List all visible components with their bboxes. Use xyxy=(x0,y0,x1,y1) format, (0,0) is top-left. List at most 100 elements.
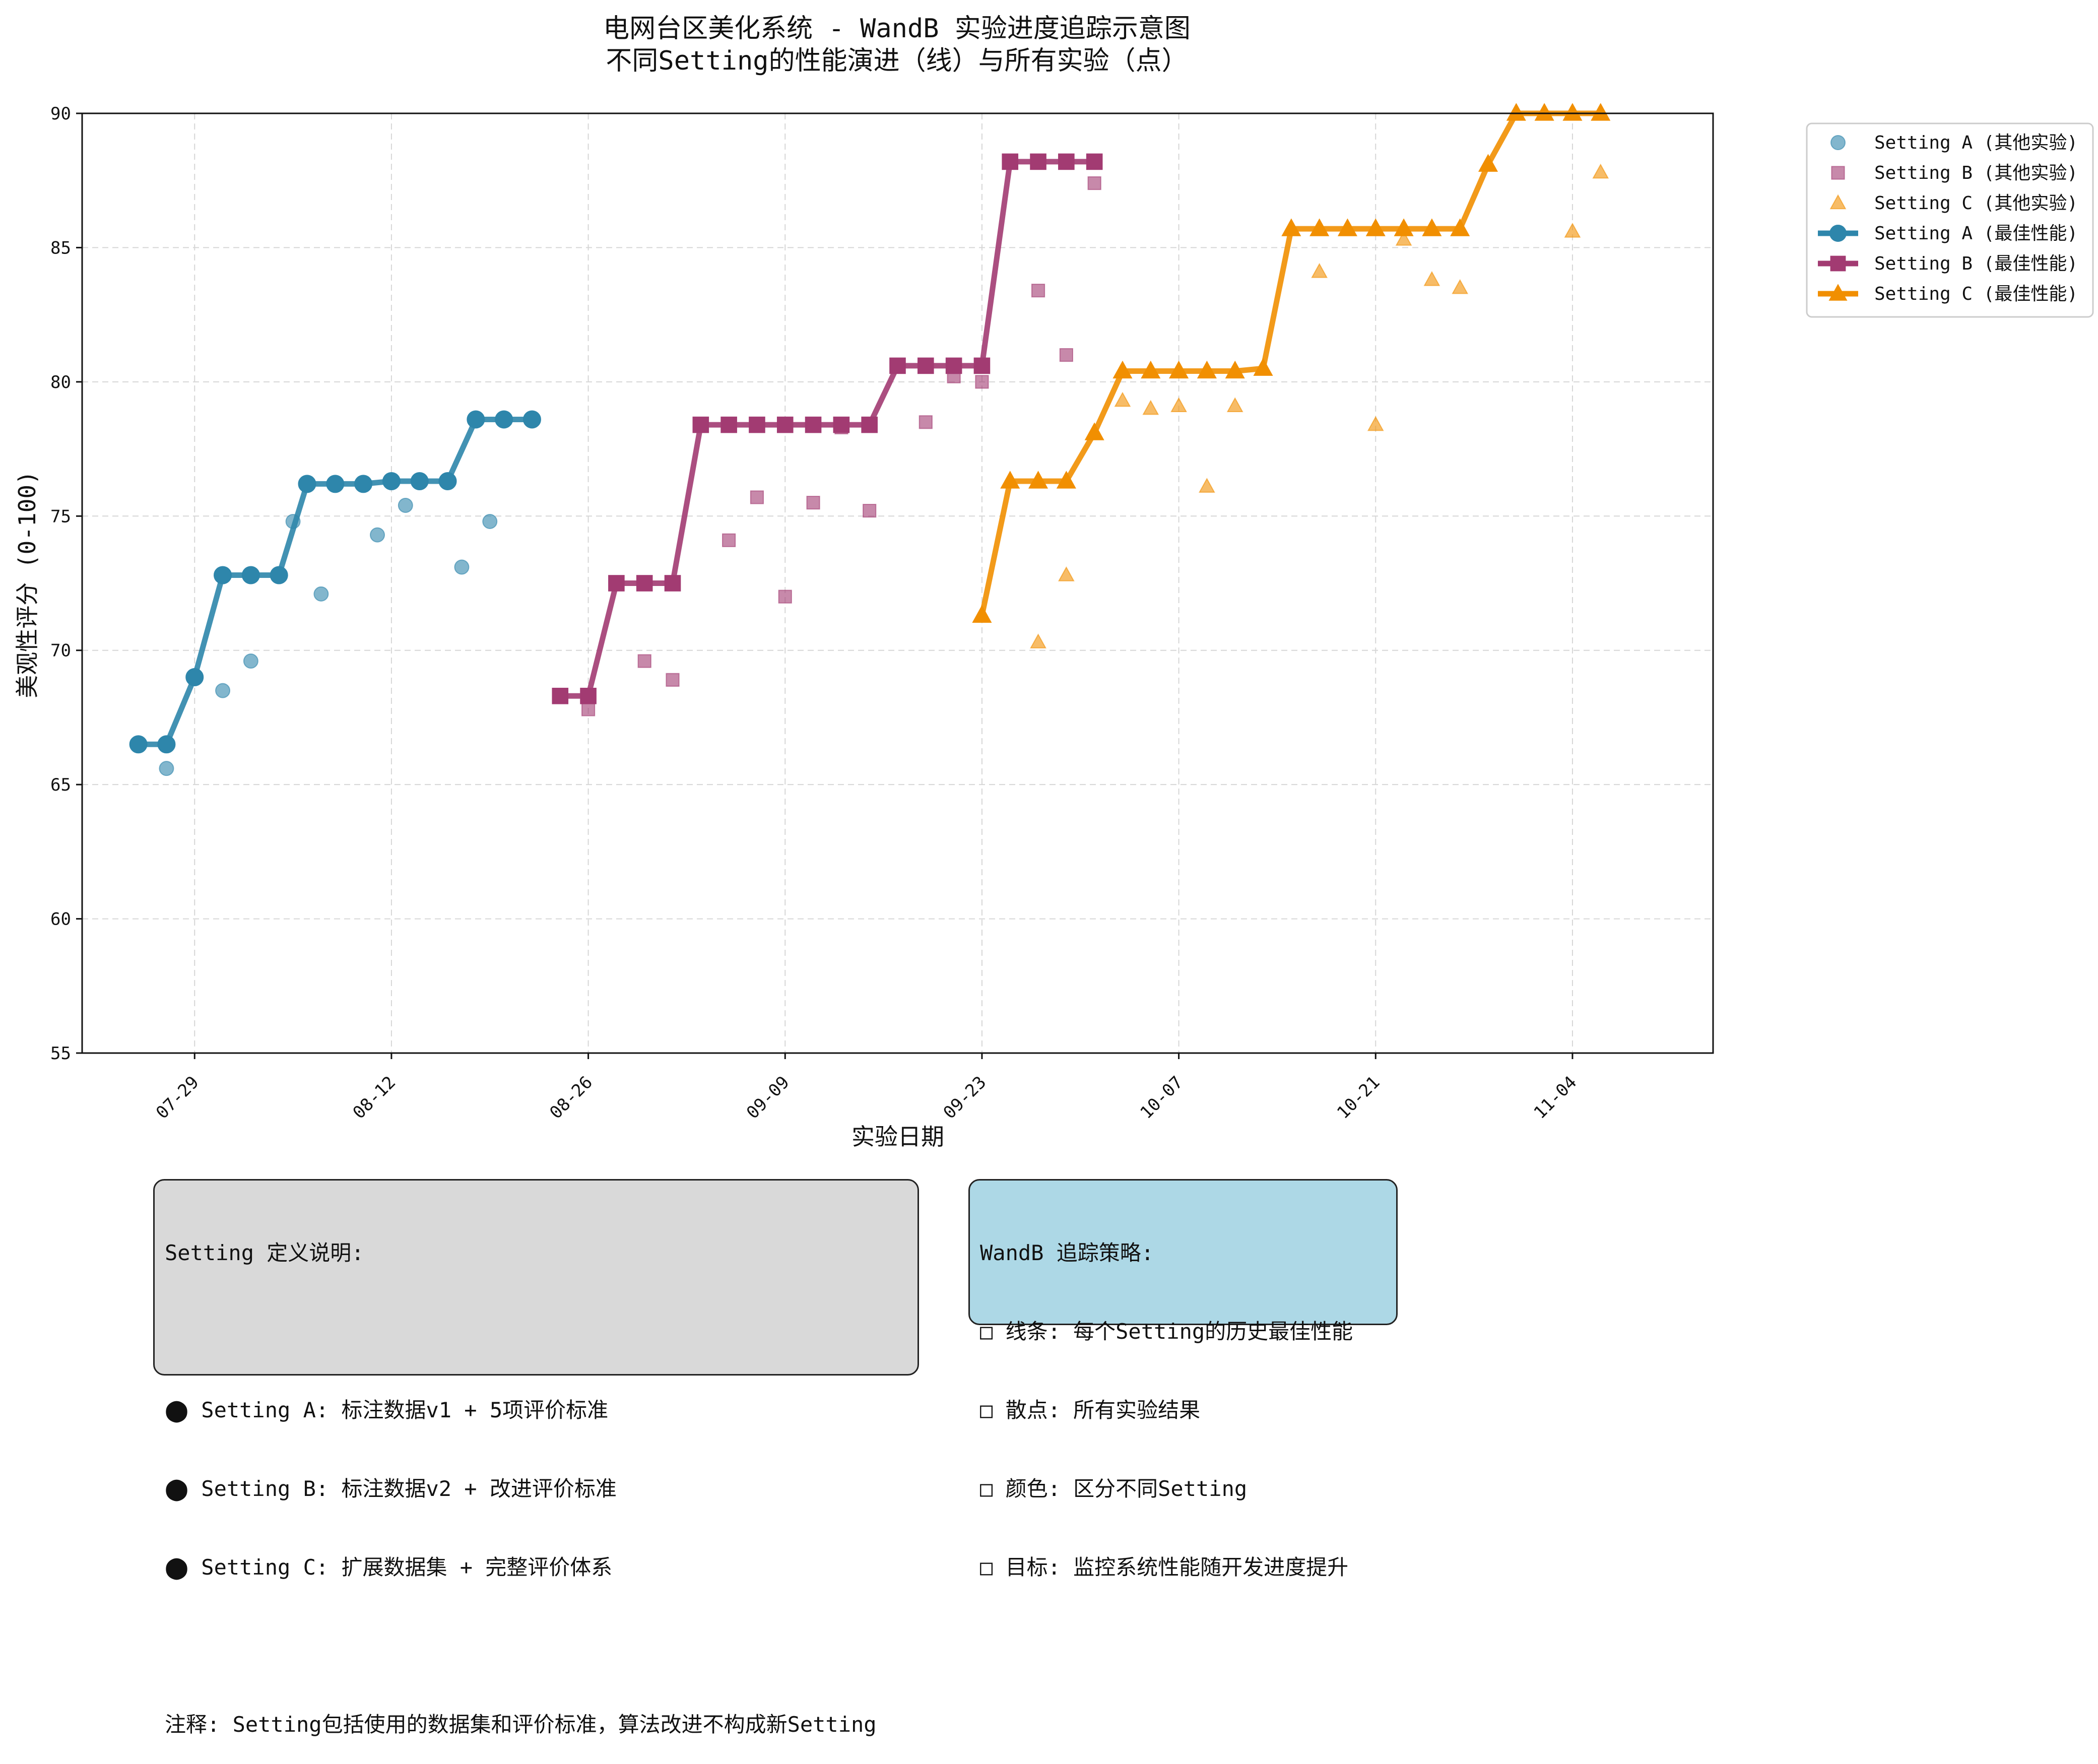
line-point xyxy=(1422,218,1442,236)
scatter-point xyxy=(975,375,989,389)
wandb-box-item: □ 散点: 所有实验结果 xyxy=(980,1398,1201,1422)
setting-definition-box: Setting 定义说明: ⬤ Setting A: 标注数据v1 + 5项评价… xyxy=(153,1179,919,1737)
scatter-point xyxy=(1031,284,1045,298)
setting-box-title: Setting 定义说明: xyxy=(165,1240,364,1265)
wandb-strategy-box: WandB 追踪策略: □ 线条: 每个Setting的历史最佳性能 □ 散点:… xyxy=(968,1179,1398,1580)
x-tick-label: 10-07 xyxy=(1136,1072,1187,1123)
legend-frame xyxy=(1806,122,2094,318)
setting-box-item: ⬤ Setting B: 标注数据v2 + 改进评价标准 xyxy=(165,1476,617,1501)
series-line xyxy=(979,110,1601,616)
x-tick-label: 07-29 xyxy=(152,1072,203,1123)
line-point xyxy=(1281,218,1301,236)
scatter-point xyxy=(1114,391,1131,407)
chart-title: 电网台区美化系统 - WandB 实验进度追踪示意图 xyxy=(603,14,1191,44)
x-tick-label: 08-12 xyxy=(349,1072,400,1123)
y-tick-label: 75 xyxy=(50,506,71,527)
line-point xyxy=(636,575,653,592)
line-point xyxy=(749,416,765,433)
legend-label: Setting B (其他实验) xyxy=(1874,163,2078,183)
y-tick-label: 85 xyxy=(50,238,71,258)
scatter-point xyxy=(581,702,596,716)
scatter-point xyxy=(1142,400,1159,415)
setting-box-item: ⬤ Setting A: 标注数据v1 + 5项评价标准 xyxy=(165,1398,609,1422)
line-point xyxy=(185,668,204,686)
line-point xyxy=(1365,218,1386,236)
scatter-point xyxy=(722,533,736,547)
scatter-point xyxy=(1226,397,1243,413)
line-point xyxy=(214,566,232,584)
line-point xyxy=(1058,153,1075,170)
setting-box-note: 注释: Setting包括使用的数据集和评价标准，算法改进不构成新Setting xyxy=(165,1712,877,1737)
scatter-point xyxy=(215,683,231,698)
y-tick-label: 65 xyxy=(50,775,71,795)
legend-label: Setting A (其他实验) xyxy=(1874,133,2078,153)
line-point xyxy=(1056,471,1076,489)
legend-label: Setting A (最佳性能) xyxy=(1874,223,2078,244)
line-point xyxy=(692,416,709,433)
series-layer xyxy=(129,103,1611,776)
line-point xyxy=(889,357,906,374)
scatter-point xyxy=(370,527,385,543)
scatter-point xyxy=(1087,176,1101,190)
legend-marker xyxy=(1830,135,1846,150)
legend: Setting A (其他实验) Setting B (其他实验) Setting … xyxy=(1806,122,2094,318)
scatter-point xyxy=(750,490,764,504)
line-point xyxy=(861,416,878,433)
x-tick-label: 08-26 xyxy=(546,1072,597,1123)
line-point xyxy=(1253,358,1273,376)
scatter-point xyxy=(1564,222,1581,238)
line-point xyxy=(1112,360,1133,379)
line-point xyxy=(833,416,850,433)
legend-label: Setting C (其他实验) xyxy=(1874,193,2078,214)
scatter-point xyxy=(778,590,792,604)
line-point xyxy=(438,472,457,491)
line-point xyxy=(326,475,345,493)
line-point xyxy=(1000,471,1020,489)
line-point xyxy=(1478,154,1498,172)
legend-marker xyxy=(1829,194,1847,210)
line-point xyxy=(1225,360,1245,379)
series xyxy=(1030,163,1609,648)
line-point xyxy=(1534,103,1554,121)
line-point xyxy=(720,416,737,433)
legend-label: Setting B (最佳性能) xyxy=(1874,253,2078,274)
scatter-point xyxy=(1199,478,1215,493)
y-tick-label: 80 xyxy=(50,372,71,393)
line-point xyxy=(552,688,569,704)
x-tick-label: 10-21 xyxy=(1333,1072,1384,1123)
scatter-point xyxy=(806,496,820,510)
x-tick-label: 11-04 xyxy=(1530,1072,1581,1123)
scatter-point xyxy=(1395,230,1412,246)
legend-marker xyxy=(1830,255,1846,272)
y-tick-label: 60 xyxy=(50,909,71,930)
line-point xyxy=(1086,153,1103,170)
line-point xyxy=(241,566,260,584)
x-tick-label: 09-23 xyxy=(940,1072,991,1123)
scatter-point xyxy=(1030,633,1046,648)
line-point xyxy=(945,357,962,374)
line-point xyxy=(298,475,316,493)
series xyxy=(129,410,541,754)
line-point xyxy=(917,357,934,374)
plot-frame xyxy=(81,112,1714,1054)
wandb-box-item: □ 颜色: 区分不同Setting xyxy=(980,1476,1248,1501)
scatter-point xyxy=(159,761,174,776)
scatter-point xyxy=(1592,163,1609,179)
scatter-point xyxy=(666,673,680,687)
series-line xyxy=(560,159,1095,699)
wandb-box-item: □ 线条: 每个Setting的历史最佳性能 xyxy=(980,1319,1353,1344)
line-point xyxy=(973,357,991,374)
line-point xyxy=(1141,360,1161,379)
series xyxy=(552,153,1103,704)
scatter-point xyxy=(1059,348,1073,362)
scatter-point xyxy=(1170,397,1187,413)
line-point xyxy=(1084,422,1104,440)
scatter-point xyxy=(1367,416,1384,431)
line-point xyxy=(580,688,597,704)
legend-label: Setting C (最佳性能) xyxy=(1874,284,2078,304)
series-line xyxy=(138,416,532,747)
line-point xyxy=(157,735,176,754)
axes: 55 60 65 70 75 80 85 90 07-29 08-12 08-26 09-09 09-2… xyxy=(50,104,1581,1123)
series xyxy=(581,176,1101,716)
line-point xyxy=(382,472,401,491)
